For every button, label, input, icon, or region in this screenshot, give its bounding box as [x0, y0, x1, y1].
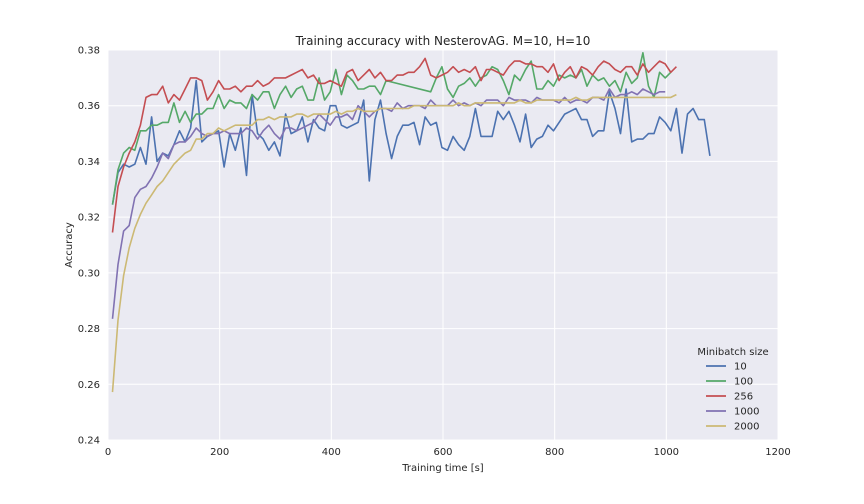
legend-label-256: 256	[734, 392, 753, 403]
series-line-2000	[111, 93, 677, 393]
y-tick-label: 0.24	[78, 436, 100, 447]
series-line-1000	[111, 88, 666, 319]
x-axis-title: Training time [s]	[401, 463, 484, 474]
series-layer	[111, 51, 711, 393]
y-tick-label: 0.38	[78, 46, 100, 57]
y-tick-label: 0.26	[78, 380, 100, 391]
y-tick-label: 0.32	[78, 213, 100, 224]
legend: Minibatch size 10 100 256 1000 2000	[697, 347, 768, 433]
legend-label-10: 10	[734, 362, 747, 373]
x-tick-label: 400	[322, 447, 341, 458]
x-tick-label: 600	[433, 447, 452, 458]
y-tick-label: 0.30	[78, 268, 100, 279]
legend-label-100: 100	[734, 377, 753, 388]
x-tick-label: 0	[105, 447, 111, 458]
x-tick-label: 800	[545, 447, 564, 458]
x-axis-ticks: 0 200 400 600 800 1000 1200	[105, 447, 791, 458]
chart-title: Training accuracy with NesterovAG. M=10,…	[295, 34, 591, 48]
x-tick-label: 1200	[765, 447, 790, 458]
x-tick-label: 200	[210, 447, 229, 458]
y-axis-ticks: 0.24 0.26 0.28 0.30 0.32 0.34 0.36 0.38	[78, 46, 100, 447]
y-axis-title: Accuracy	[64, 222, 75, 268]
series-line-256	[111, 57, 677, 233]
x-tick-label: 1000	[654, 447, 679, 458]
y-tick-label: 0.36	[78, 101, 100, 112]
y-tick-label: 0.28	[78, 324, 100, 335]
series-line-100	[111, 51, 672, 205]
y-tick-label: 0.34	[78, 157, 100, 168]
legend-label-2000: 2000	[734, 422, 759, 433]
legend-label-1000: 1000	[734, 407, 759, 418]
legend-title: Minibatch size	[697, 347, 768, 358]
